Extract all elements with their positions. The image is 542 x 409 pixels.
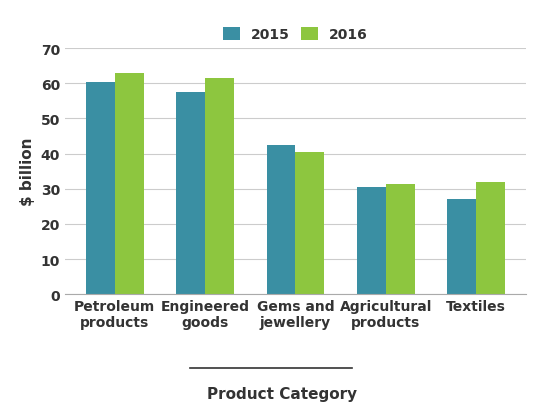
- Bar: [267, 146, 295, 294]
- Bar: [115, 74, 144, 294]
- Bar: [357, 188, 386, 294]
- Bar: [205, 79, 234, 294]
- Bar: [86, 82, 115, 294]
- Bar: [386, 184, 415, 294]
- Text: Product Category: Product Category: [207, 387, 357, 402]
- Bar: [476, 182, 505, 294]
- Bar: [447, 200, 476, 294]
- Bar: [176, 93, 205, 294]
- Bar: [295, 153, 324, 294]
- Y-axis label: $ billion: $ billion: [20, 137, 35, 206]
- Legend: 2015, 2016: 2015, 2016: [219, 24, 372, 46]
